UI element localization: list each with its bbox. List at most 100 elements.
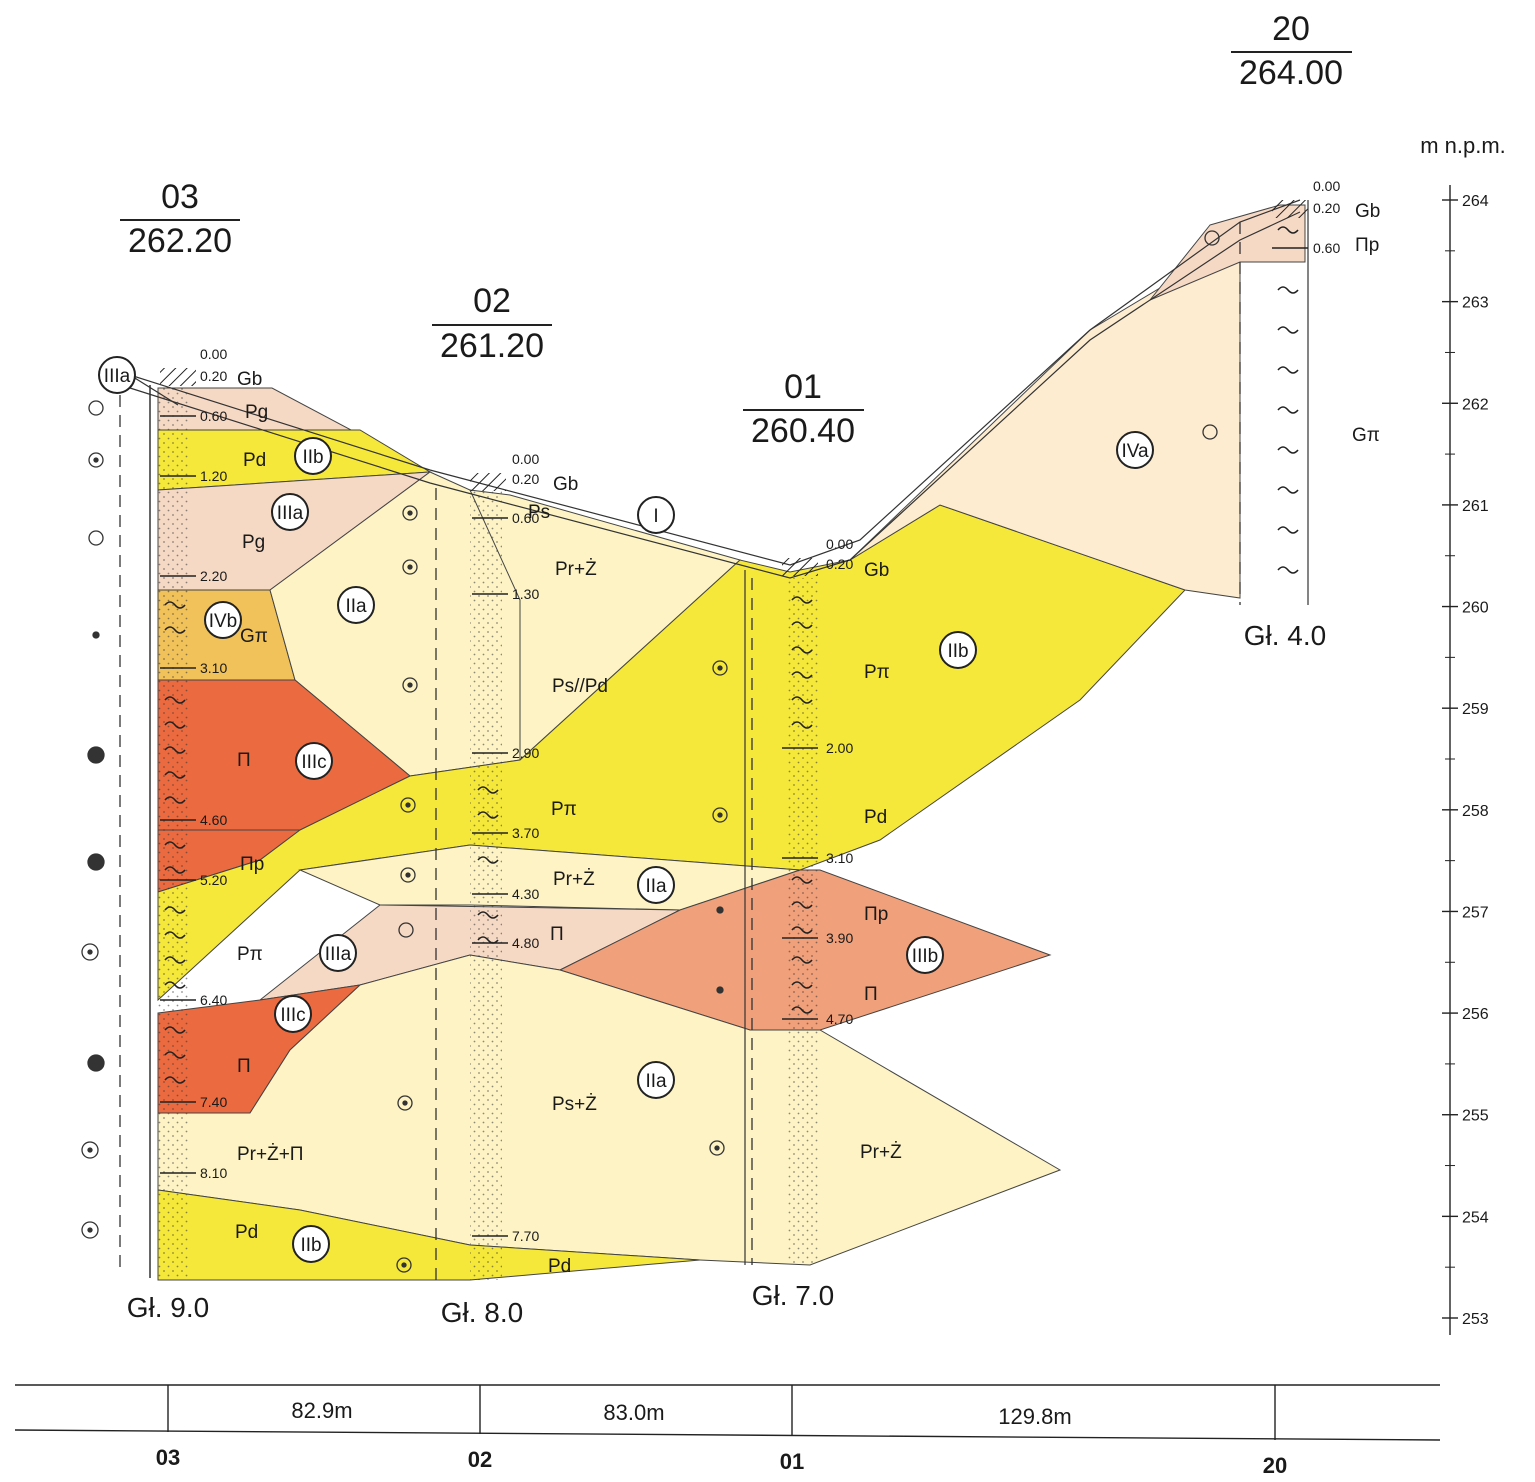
wavy-mark — [1277, 326, 1299, 334]
soil-03-8: Π — [237, 1056, 251, 1077]
soil-03-1: Pg — [245, 402, 268, 423]
zone-label: IIb — [300, 1235, 321, 1256]
wavy-mark — [1277, 406, 1299, 414]
header-02-id: 02 — [473, 282, 511, 320]
zone-labels: IIIaIIbIIIaIIaIVbIIIcIIIaIIIcIIbIIIaIIbI… — [98, 356, 1154, 1263]
zone-label: IVa — [1121, 441, 1149, 462]
wavy-mark — [1277, 526, 1299, 534]
zone-label: IIa — [645, 1071, 667, 1092]
wavy-mark — [164, 696, 186, 704]
zone-iia: IIa — [337, 586, 375, 624]
header-03: 03 262.20 — [120, 178, 240, 260]
zone-circle — [337, 586, 375, 624]
depth-03-6: 4.60 — [200, 812, 227, 828]
total-depth-03: Gł. 9.0 — [127, 1292, 209, 1323]
wavy-mark — [164, 771, 186, 779]
zone-circle — [319, 934, 357, 972]
wavy-mark — [164, 721, 186, 729]
wavy-mark — [791, 901, 813, 909]
symbol-filled-circle — [87, 853, 105, 871]
distance-label-01: 01 — [780, 1449, 804, 1474]
wavy-mark — [164, 956, 186, 964]
depth-20-0: 0.00 — [1313, 178, 1340, 194]
axis-tick-label: 262 — [1462, 396, 1489, 413]
header-02-elevation: 261.20 — [440, 327, 544, 365]
elevation-axis: m n.p.m. 264 263 262 261 260 259 258 257 256 255 2… — [1420, 133, 1506, 1335]
depth-02-4: 2.90 — [512, 745, 539, 761]
header-02: 02 261.20 — [432, 282, 552, 365]
depth-02-1: 0.20 — [512, 471, 539, 487]
depth-01-0: 0.00 — [826, 536, 853, 552]
axis-tick-label: 261 — [1462, 498, 1489, 515]
wavy-mark — [791, 596, 813, 604]
distance-label-03: 03 — [156, 1445, 180, 1470]
zone-label: IIIc — [301, 752, 326, 773]
wavy-mark — [164, 981, 186, 989]
axis-tick-label: 258 — [1462, 803, 1489, 820]
axis-tick-label: 257 — [1462, 904, 1489, 921]
wavy-mark — [477, 856, 499, 864]
zone-iia: IIa — [637, 866, 675, 904]
zone-circle — [292, 1225, 330, 1263]
symbol-filled-circle — [87, 1054, 105, 1072]
zone-ivb: IVb — [204, 601, 242, 639]
wavy-mark — [164, 746, 186, 754]
soil-02-0: Gb — [553, 474, 578, 495]
wavy-mark — [791, 696, 813, 704]
header-20-id: 20 — [1272, 10, 1310, 48]
soil-02-6: Π — [550, 924, 564, 945]
zone-iib: IIb — [939, 631, 977, 669]
wavy-mark — [477, 911, 499, 919]
axis-tick-label: 260 — [1462, 600, 1489, 617]
symbol-small-dot — [92, 631, 100, 639]
axis-tick-label: 263 — [1462, 295, 1489, 312]
soil-layers — [157, 204, 1306, 1281]
wavy-mark — [164, 866, 186, 874]
distance-label-20: 20 — [1263, 1453, 1287, 1477]
zone-label: IIa — [645, 876, 667, 897]
total-depth-02: Gł. 8.0 — [441, 1297, 523, 1328]
borehole-02-column — [470, 490, 502, 1280]
soil-03-7: Pπ — [237, 944, 263, 965]
borehole-03-column — [158, 388, 188, 1278]
depth-03-2: 0.60 — [200, 408, 227, 424]
zone-circle — [295, 742, 333, 780]
depth-03-3: 1.20 — [200, 468, 227, 484]
zone-label: IIb — [302, 447, 323, 468]
wavy-mark — [164, 1051, 186, 1059]
borehole-02-top-hatch — [470, 473, 506, 491]
soil-03-10: Pd — [235, 1222, 258, 1243]
column-symbols — [164, 226, 1299, 1084]
wavy-mark — [164, 841, 186, 849]
zone-circle — [637, 496, 675, 534]
depth-02-0: 0.00 — [512, 451, 539, 467]
distance-label-02: 02 — [468, 1447, 492, 1472]
depth-03-4: 2.20 — [200, 568, 227, 584]
depth-01-2: 2.00 — [826, 740, 853, 756]
axis-unit: m n.p.m. — [1420, 133, 1506, 158]
zone-circle — [1116, 431, 1154, 469]
wavy-mark — [1277, 566, 1299, 574]
zone-iia: IIa — [637, 1061, 675, 1099]
symbol-dot-circle — [81, 943, 99, 961]
zone-iib: IIb — [292, 1225, 330, 1263]
zone-circle — [637, 1061, 675, 1099]
wavy-mark — [791, 956, 813, 964]
symbol-dot-circle — [81, 1141, 99, 1159]
layer-pd-bottom — [157, 1189, 701, 1281]
zone-iva: IVa — [1116, 431, 1154, 469]
wavy-mark — [164, 601, 186, 609]
soil-01-3: Πp — [864, 904, 888, 925]
depth-03-0: 0.00 — [200, 346, 227, 362]
soil-02-2: Pr+Ż — [555, 559, 597, 580]
soil-01-4: Π — [864, 984, 878, 1005]
borehole-01-top-hatch — [782, 558, 818, 576]
depth-02-7: 4.80 — [512, 935, 539, 951]
borehole-columns — [119, 200, 1309, 1280]
depth-01-1: 0.20 — [826, 556, 853, 572]
soil-03-9: Pr+Ż+Π — [237, 1144, 304, 1165]
soil-01-2: Pd — [864, 807, 887, 828]
zone-circle — [906, 936, 944, 974]
